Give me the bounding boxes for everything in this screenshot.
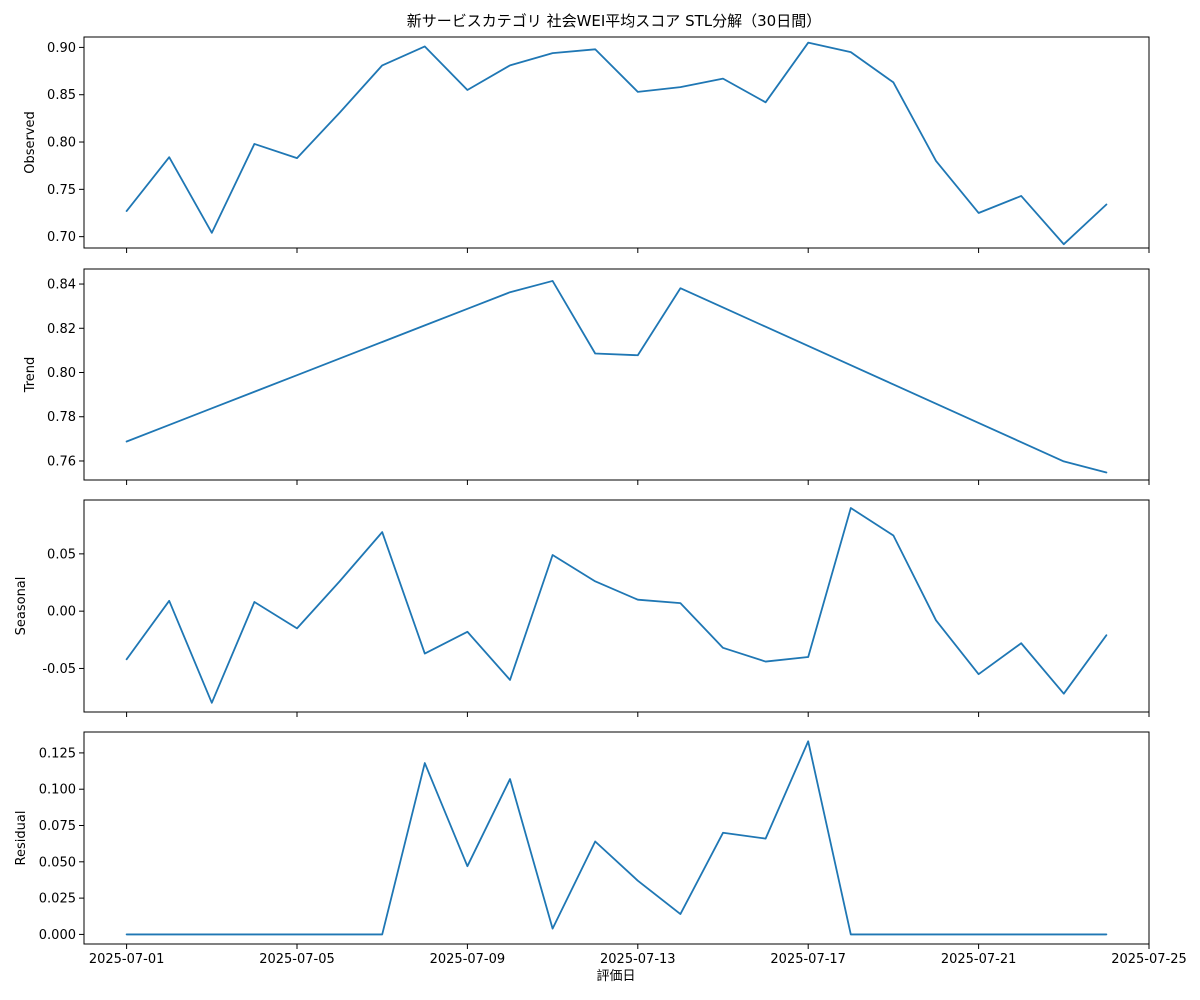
x-tick-label: 2025-07-25	[1111, 952, 1187, 967]
seasonal-series-line	[125, 507, 1108, 704]
trend-y-tick-label: 0.82	[47, 322, 76, 337]
residual-y-tick-label: 0.000	[39, 928, 76, 943]
trend-y-axis-label: Trend	[23, 357, 38, 394]
residual-y-tick-label: 0.125	[39, 746, 76, 761]
residual-y-tick-label: 0.075	[39, 819, 76, 834]
residual-y-tick-label: 0.025	[39, 892, 76, 907]
seasonal-y-tick-label: 0.00	[47, 605, 76, 620]
observed-y-tick-label: 0.80	[47, 136, 76, 151]
x-tick-label: 2025-07-13	[600, 952, 676, 967]
trend-panel: 0.76 0.78 0.80 0.82 0.84 Trend	[23, 268, 1150, 485]
observed-y-axis-label: Observed	[23, 111, 38, 174]
trend-series-line	[125, 280, 1108, 474]
x-axis-label: 評価日	[596, 969, 635, 984]
observed-panel: 0.70 0.75 0.80 0.85 0.90 Observed	[23, 36, 1150, 253]
residual-series-line	[125, 740, 1108, 936]
trend-y-tick-label: 0.76	[47, 454, 76, 469]
trend-y-tick-label: 0.78	[47, 410, 76, 425]
seasonal-panel: -0.05 0.00 0.05 Seasonal	[14, 499, 1150, 717]
seasonal-y-tick-label: 0.05	[47, 547, 76, 562]
seasonal-y-tick-label: -0.05	[42, 662, 76, 677]
seasonal-y-axis-label: Seasonal	[14, 577, 29, 636]
observed-y-tick-label: 0.75	[47, 183, 76, 198]
observed-y-tick-label: 0.70	[47, 230, 76, 245]
panels-group: 0.70 0.75 0.80 0.85 0.90 Observed 0.76 0.78 0.80…	[14, 36, 1187, 967]
residual-y-tick-label: 0.050	[39, 855, 76, 870]
chart-title: 新サービスカテゴリ 社会WEI平均スコア STL分解（30日間）	[407, 12, 821, 30]
x-tick-label: 2025-07-21	[941, 952, 1017, 967]
trend-frame	[83, 268, 1150, 481]
observed-frame	[83, 36, 1150, 249]
residual-y-tick-label: 0.100	[39, 783, 76, 798]
residual-y-axis-label: Residual	[14, 811, 29, 866]
x-tick-label: 2025-07-05	[259, 952, 335, 967]
observed-series-line	[125, 41, 1108, 246]
observed-y-tick-label: 0.85	[47, 88, 76, 103]
x-tick-label: 2025-07-01	[89, 952, 165, 967]
trend-y-tick-label: 0.84	[47, 278, 76, 293]
observed-y-tick-label: 0.90	[47, 41, 76, 56]
x-tick-label: 2025-07-09	[430, 952, 506, 967]
residual-panel: 0.000 0.025 0.050 0.075 0.100 0.125 2025-07-01…	[14, 731, 1187, 967]
x-tick-label: 2025-07-17	[770, 952, 846, 967]
trend-y-tick-label: 0.80	[47, 366, 76, 381]
seasonal-frame	[83, 499, 1150, 713]
residual-frame	[83, 731, 1150, 945]
